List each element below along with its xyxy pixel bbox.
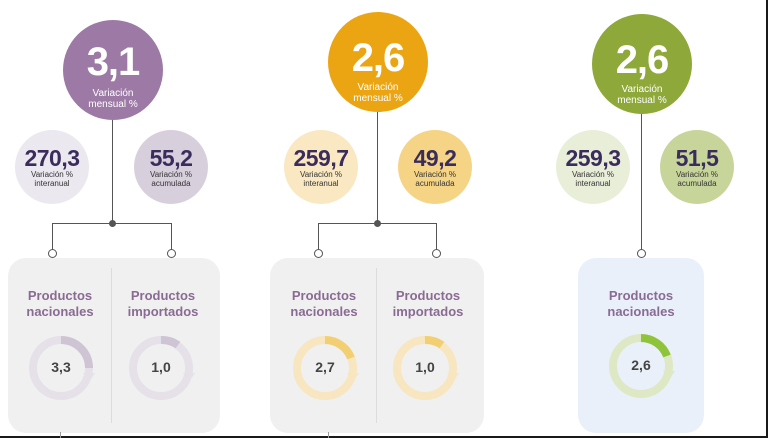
products-panel: Productos nacionales Productos importado… (270, 258, 484, 433)
progress-ring-imported: 1,0 (126, 333, 196, 403)
connector-left (318, 223, 319, 251)
main-value-circle: 3,1 Variación mensual % (63, 20, 163, 120)
interannual-value: 270,3 (24, 145, 80, 171)
interannual-label-2: interanual (34, 179, 70, 188)
main-value: 3,1 (86, 40, 141, 84)
indicator-group-green: 2,6 Variación mensual % 259,3 Variación … (550, 0, 760, 438)
main-label: Variación mensual % (617, 84, 667, 106)
connector-horizontal (52, 223, 172, 224)
ring-graphic (609, 334, 675, 398)
indicator-group-orange: 2,6 Variación mensual % 259,7 Variación … (266, 0, 506, 438)
cumulative-label-2: acumulada (151, 179, 191, 188)
progress-ring-national: 2,6 (606, 331, 676, 401)
progress-ring-national: 2,7 (290, 333, 360, 403)
interannual-value: 259,3 (565, 145, 621, 171)
interannual-label-2: interanual (575, 179, 611, 188)
ring-value: 1,0 (151, 359, 171, 375)
main-label: Variación mensual % (88, 88, 138, 110)
endpoint-dot-left (314, 249, 323, 258)
interannual-label-1: Variación % (571, 170, 615, 179)
column-title-line-2: importados (392, 304, 464, 319)
interannual-label-1: Variación % (30, 170, 74, 179)
connector-right (171, 223, 172, 251)
main-value: 2,6 (615, 38, 670, 82)
interannual-circle: 259,7 Variación % interanual (284, 130, 358, 204)
connector-right (436, 223, 437, 251)
interannual-circle: 259,3 Variación % interanual (556, 130, 630, 204)
interannual-label-2: interanual (303, 179, 339, 188)
progress-ring-imported: 1,0 (390, 333, 460, 403)
cumulative-circle: 49,2 Variación % acumulada (398, 130, 472, 204)
main-value-circle: 2,6 Variación mensual % (328, 12, 428, 112)
column-title-line-2: nacionales (607, 304, 675, 319)
connector-vertical (377, 112, 378, 224)
interannual-circle: 270,3 Variación % interanual (15, 130, 89, 204)
column-title-imported: Productos importados (378, 288, 478, 320)
ring-graphic (293, 336, 359, 400)
column-title-line-1: Productos (27, 288, 93, 303)
main-label: Variación mensual % (353, 82, 403, 104)
endpoint-dot-right (432, 249, 441, 258)
indicator-group-purple: 3,1 Variación mensual % 270,3 Variación … (0, 0, 240, 438)
column-title-line-2: importados (127, 304, 199, 319)
panel-stub (60, 432, 61, 438)
cumulative-label-1: Variación % (149, 170, 193, 179)
column-title-line-2: nacionales (290, 304, 358, 319)
main-value-circle: 2,6 Variación mensual % (592, 14, 692, 114)
column-title-national: Productos nacionales (274, 288, 374, 320)
interannual-value: 259,7 (293, 145, 349, 171)
cumulative-label-1: Variación % (413, 170, 457, 179)
connector-vertical (112, 120, 113, 224)
column-title-line-2: nacionales (26, 304, 94, 319)
ring-value: 2,7 (315, 359, 335, 375)
ring-graphic (129, 336, 195, 400)
cumulative-circle: 51,5 Variación % acumulada (660, 130, 734, 204)
ring-value: 1,0 (415, 359, 435, 375)
ring-value: 2,6 (631, 357, 651, 373)
cumulative-label-2: acumulada (677, 179, 717, 188)
interannual-label-1: Variación % (299, 170, 343, 179)
ring-graphic (29, 336, 95, 400)
products-panel: Productos nacionales Productos importado… (8, 258, 220, 433)
column-title-line-1: Productos (395, 288, 461, 303)
panel-divider (376, 268, 377, 423)
cumulative-circle: 55,2 Variación % acumulada (134, 130, 208, 204)
connector-horizontal (318, 223, 437, 224)
endpoint-dot-left (48, 249, 57, 258)
connector-left (52, 223, 53, 251)
cumulative-label-2: acumulada (415, 179, 455, 188)
cumulative-value: 49,2 (413, 145, 457, 171)
column-title-national: Productos nacionales (10, 288, 110, 320)
progress-ring-national: 3,3 (26, 333, 96, 403)
column-title-line-1: Productos (608, 288, 674, 303)
column-title-national: Productos nacionales (591, 288, 691, 320)
ring-value: 3,3 (51, 359, 71, 375)
cumulative-value: 51,5 (675, 145, 719, 171)
panel-divider (111, 268, 112, 423)
cumulative-value: 55,2 (149, 145, 193, 171)
connector-vertical (641, 114, 642, 250)
products-panel: Productos nacionales 2,6 (578, 258, 704, 433)
endpoint-dot (637, 249, 646, 258)
column-title-imported: Productos importados (113, 288, 213, 320)
cumulative-label-1: Variación % (675, 170, 719, 179)
panel-stub (328, 432, 329, 438)
column-title-line-1: Productos (291, 288, 357, 303)
endpoint-dot-right (167, 249, 176, 258)
main-value: 2,6 (351, 36, 406, 80)
ring-graphic (393, 336, 459, 400)
column-title-line-1: Productos (130, 288, 196, 303)
